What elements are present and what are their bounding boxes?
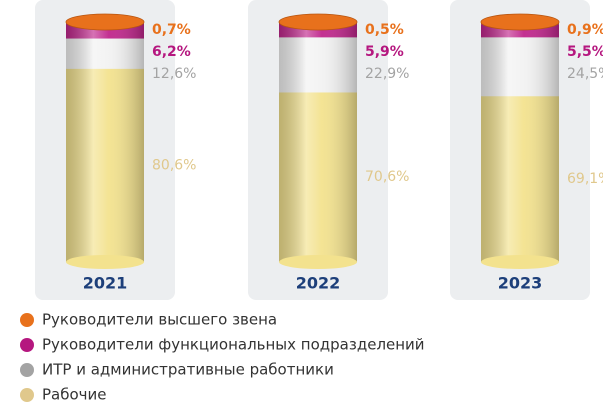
- legend-label: Руководители высшего звена: [42, 311, 277, 329]
- value-label: 24,5%: [567, 66, 603, 82]
- value-label: 69,1%: [567, 171, 603, 187]
- legend-marker: [20, 313, 34, 327]
- value-label: 80,6%: [152, 157, 196, 173]
- bar-bottom: [66, 255, 144, 269]
- legend-marker: [20, 388, 34, 402]
- bar-cap: [278, 13, 358, 31]
- bar-cap: [65, 13, 145, 31]
- value-label: 22,9%: [365, 66, 409, 82]
- x-tick-label: 2021: [83, 274, 128, 293]
- value-label: 70,6%: [365, 169, 409, 185]
- legend-label: Рабочие: [42, 386, 107, 404]
- legend-marker: [20, 363, 34, 377]
- value-label: 0,5%: [365, 22, 404, 38]
- bar-shading: [481, 22, 559, 262]
- bar-shading: [66, 22, 144, 262]
- legend-label: ИТР и административные работники: [42, 361, 334, 379]
- bar-bottom: [279, 255, 357, 269]
- value-label: 0,9%: [567, 22, 603, 38]
- legend-marker: [20, 338, 34, 352]
- bar-bottom: [481, 255, 559, 269]
- value-label: 0,7%: [152, 22, 191, 38]
- value-label: 6,2%: [152, 44, 191, 60]
- value-label: 12,6%: [152, 66, 196, 82]
- x-tick-label: 2022: [296, 274, 341, 293]
- bar-shading: [279, 22, 357, 262]
- value-label: 5,5%: [567, 44, 603, 60]
- legend-label: Руководители функциональных подразделени…: [42, 336, 425, 354]
- value-label: 5,9%: [365, 44, 404, 60]
- x-tick-label: 2023: [498, 274, 543, 293]
- bar-cap: [480, 13, 560, 31]
